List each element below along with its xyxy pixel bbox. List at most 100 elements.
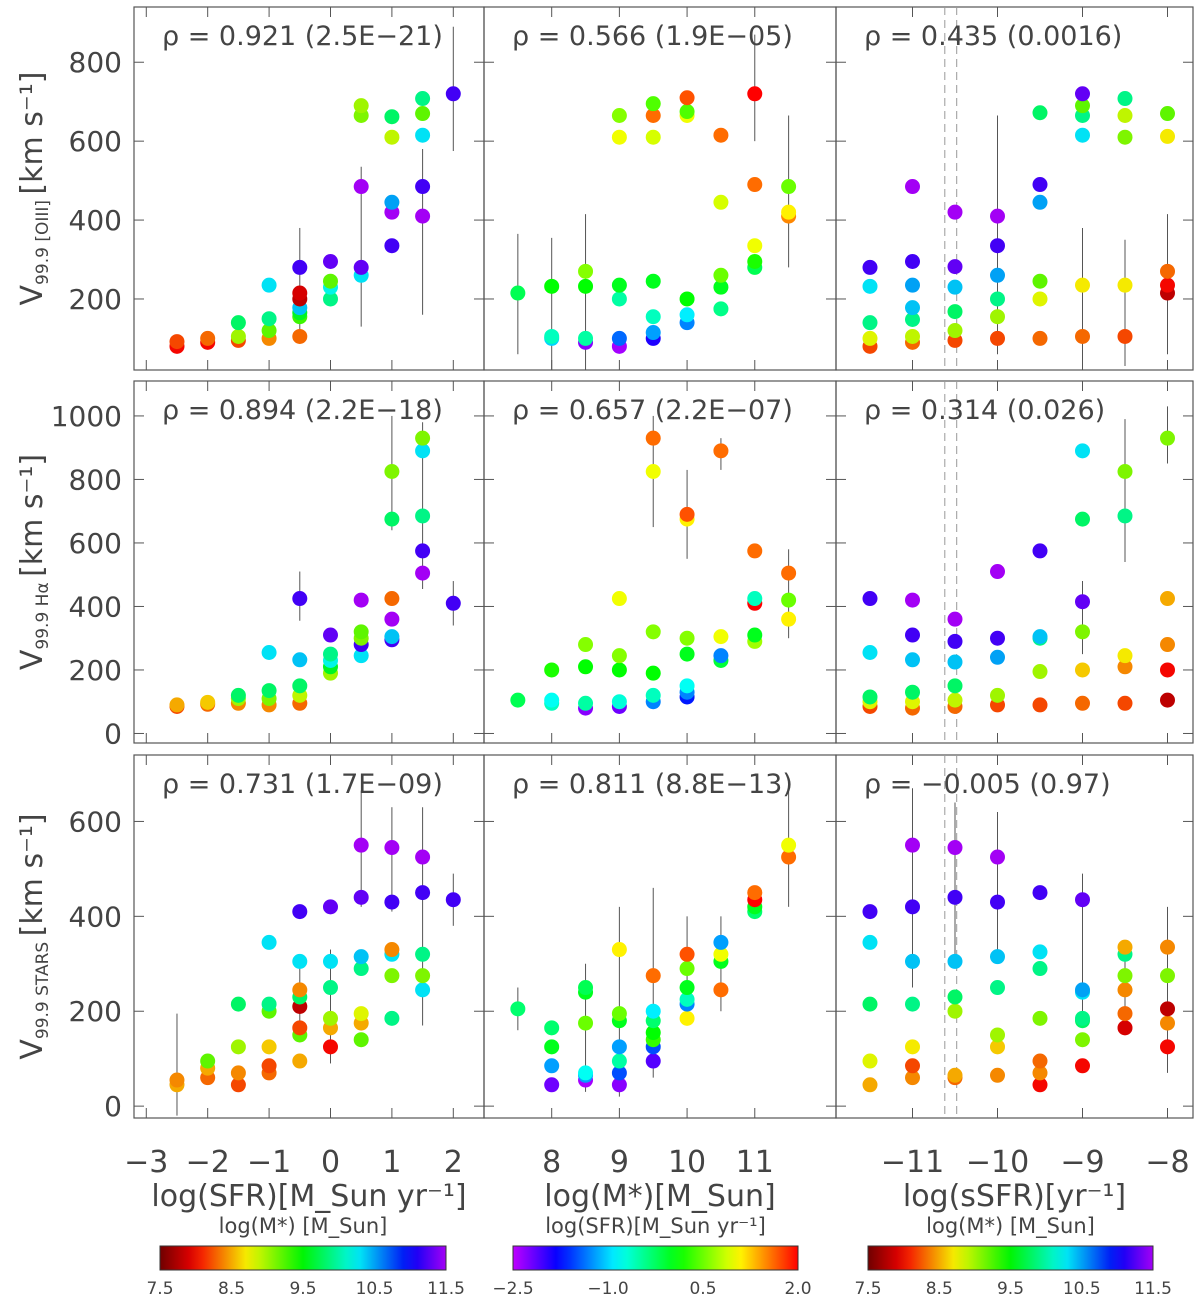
data-point <box>645 1053 661 1069</box>
data-point <box>1032 273 1048 289</box>
data-point <box>353 1032 369 1048</box>
data-point <box>384 942 400 958</box>
data-point <box>1032 885 1048 901</box>
data-point <box>990 291 1005 307</box>
data-point <box>415 982 431 998</box>
data-point <box>353 259 369 275</box>
data-point <box>384 129 400 145</box>
data-point <box>645 273 661 289</box>
y-tick-label: 0 <box>104 717 122 750</box>
data-point <box>230 1039 246 1055</box>
data-point <box>261 934 277 950</box>
data-point <box>322 980 338 996</box>
x-tick-label: −2 <box>186 1145 230 1180</box>
data-point <box>905 277 920 293</box>
data-point <box>645 129 661 145</box>
data-point <box>947 654 963 670</box>
data-point <box>230 1065 246 1081</box>
data-point <box>261 277 277 293</box>
data-point <box>679 646 695 662</box>
y-tick-label: 800 <box>69 463 122 496</box>
data-point <box>292 904 308 920</box>
data-point <box>384 109 400 125</box>
data-point <box>611 1039 627 1055</box>
data-point <box>230 996 246 1012</box>
data-point <box>645 464 661 479</box>
colorbar-title: log(M*) [M_Sun] <box>926 1214 1095 1239</box>
y-tick-label: 200 <box>69 283 122 316</box>
colorbar-tick-label: 9.5 <box>289 1279 316 1299</box>
data-point <box>645 687 661 703</box>
data-point <box>230 328 246 344</box>
data-point <box>1160 1039 1175 1055</box>
data-point <box>578 637 594 653</box>
data-point <box>1075 892 1090 908</box>
data-point <box>645 624 661 640</box>
data-point <box>415 443 431 459</box>
x-tick-label: −9 <box>1060 1145 1104 1180</box>
y-tick-label: 1000 <box>51 400 122 433</box>
data-point <box>510 285 526 301</box>
panel-r0-c2: ρ = 0.435 (0.0016) <box>835 6 1194 371</box>
data-point <box>679 630 695 646</box>
x-tick-label: 8 <box>542 1145 561 1180</box>
data-point <box>990 1027 1005 1043</box>
data-point <box>679 991 695 1007</box>
y-tick-label: 600 <box>69 527 122 560</box>
data-point <box>384 238 400 254</box>
data-point <box>862 1077 878 1093</box>
data-point <box>384 840 400 856</box>
data-point <box>200 1053 216 1069</box>
data-point <box>990 630 1005 646</box>
data-point <box>261 996 277 1012</box>
data-point <box>1160 106 1175 122</box>
data-point <box>645 325 661 341</box>
colorbar-tick-label: 8.5 <box>926 1279 953 1299</box>
data-point <box>1160 128 1175 144</box>
data-point <box>1075 1058 1090 1074</box>
data-point <box>1117 91 1133 107</box>
data-point <box>544 1020 560 1036</box>
data-point <box>990 564 1005 580</box>
data-point <box>292 591 308 607</box>
data-point <box>415 208 431 224</box>
y-axis-label: V99.9 Hα [km s⁻¹] <box>15 454 53 670</box>
data-point <box>990 238 1005 254</box>
data-point <box>862 591 878 607</box>
data-point <box>261 1039 277 1055</box>
x-tick-label: −10 <box>966 1145 1029 1180</box>
data-point <box>905 253 920 269</box>
y-tick-label: 400 <box>69 204 122 237</box>
data-point <box>200 694 216 710</box>
data-point <box>1117 939 1133 955</box>
data-point <box>611 291 627 307</box>
data-point <box>713 982 729 998</box>
data-point <box>645 968 661 984</box>
data-point <box>445 86 461 102</box>
data-point <box>544 662 560 678</box>
data-point <box>1160 662 1175 678</box>
data-point <box>947 633 963 649</box>
data-point <box>947 1003 963 1019</box>
data-point <box>353 98 369 114</box>
data-point <box>1075 127 1090 143</box>
y-tick-label: 0 <box>104 1090 122 1123</box>
data-point <box>322 291 338 307</box>
correlation-label: ρ = 0.921 (2.5E−21) <box>162 21 443 52</box>
y-tick-label: 800 <box>69 46 122 79</box>
colorbar <box>512 1245 799 1271</box>
data-point <box>544 1077 560 1093</box>
data-point <box>169 1072 185 1088</box>
data-point <box>611 108 627 124</box>
data-point <box>862 996 878 1012</box>
data-point <box>445 595 461 611</box>
data-point <box>713 279 729 295</box>
data-point <box>578 659 594 675</box>
data-point <box>415 565 431 581</box>
data-point <box>230 1077 246 1093</box>
data-point <box>990 949 1005 965</box>
data-point <box>781 592 797 608</box>
data-point <box>905 328 920 344</box>
data-point <box>292 953 308 969</box>
